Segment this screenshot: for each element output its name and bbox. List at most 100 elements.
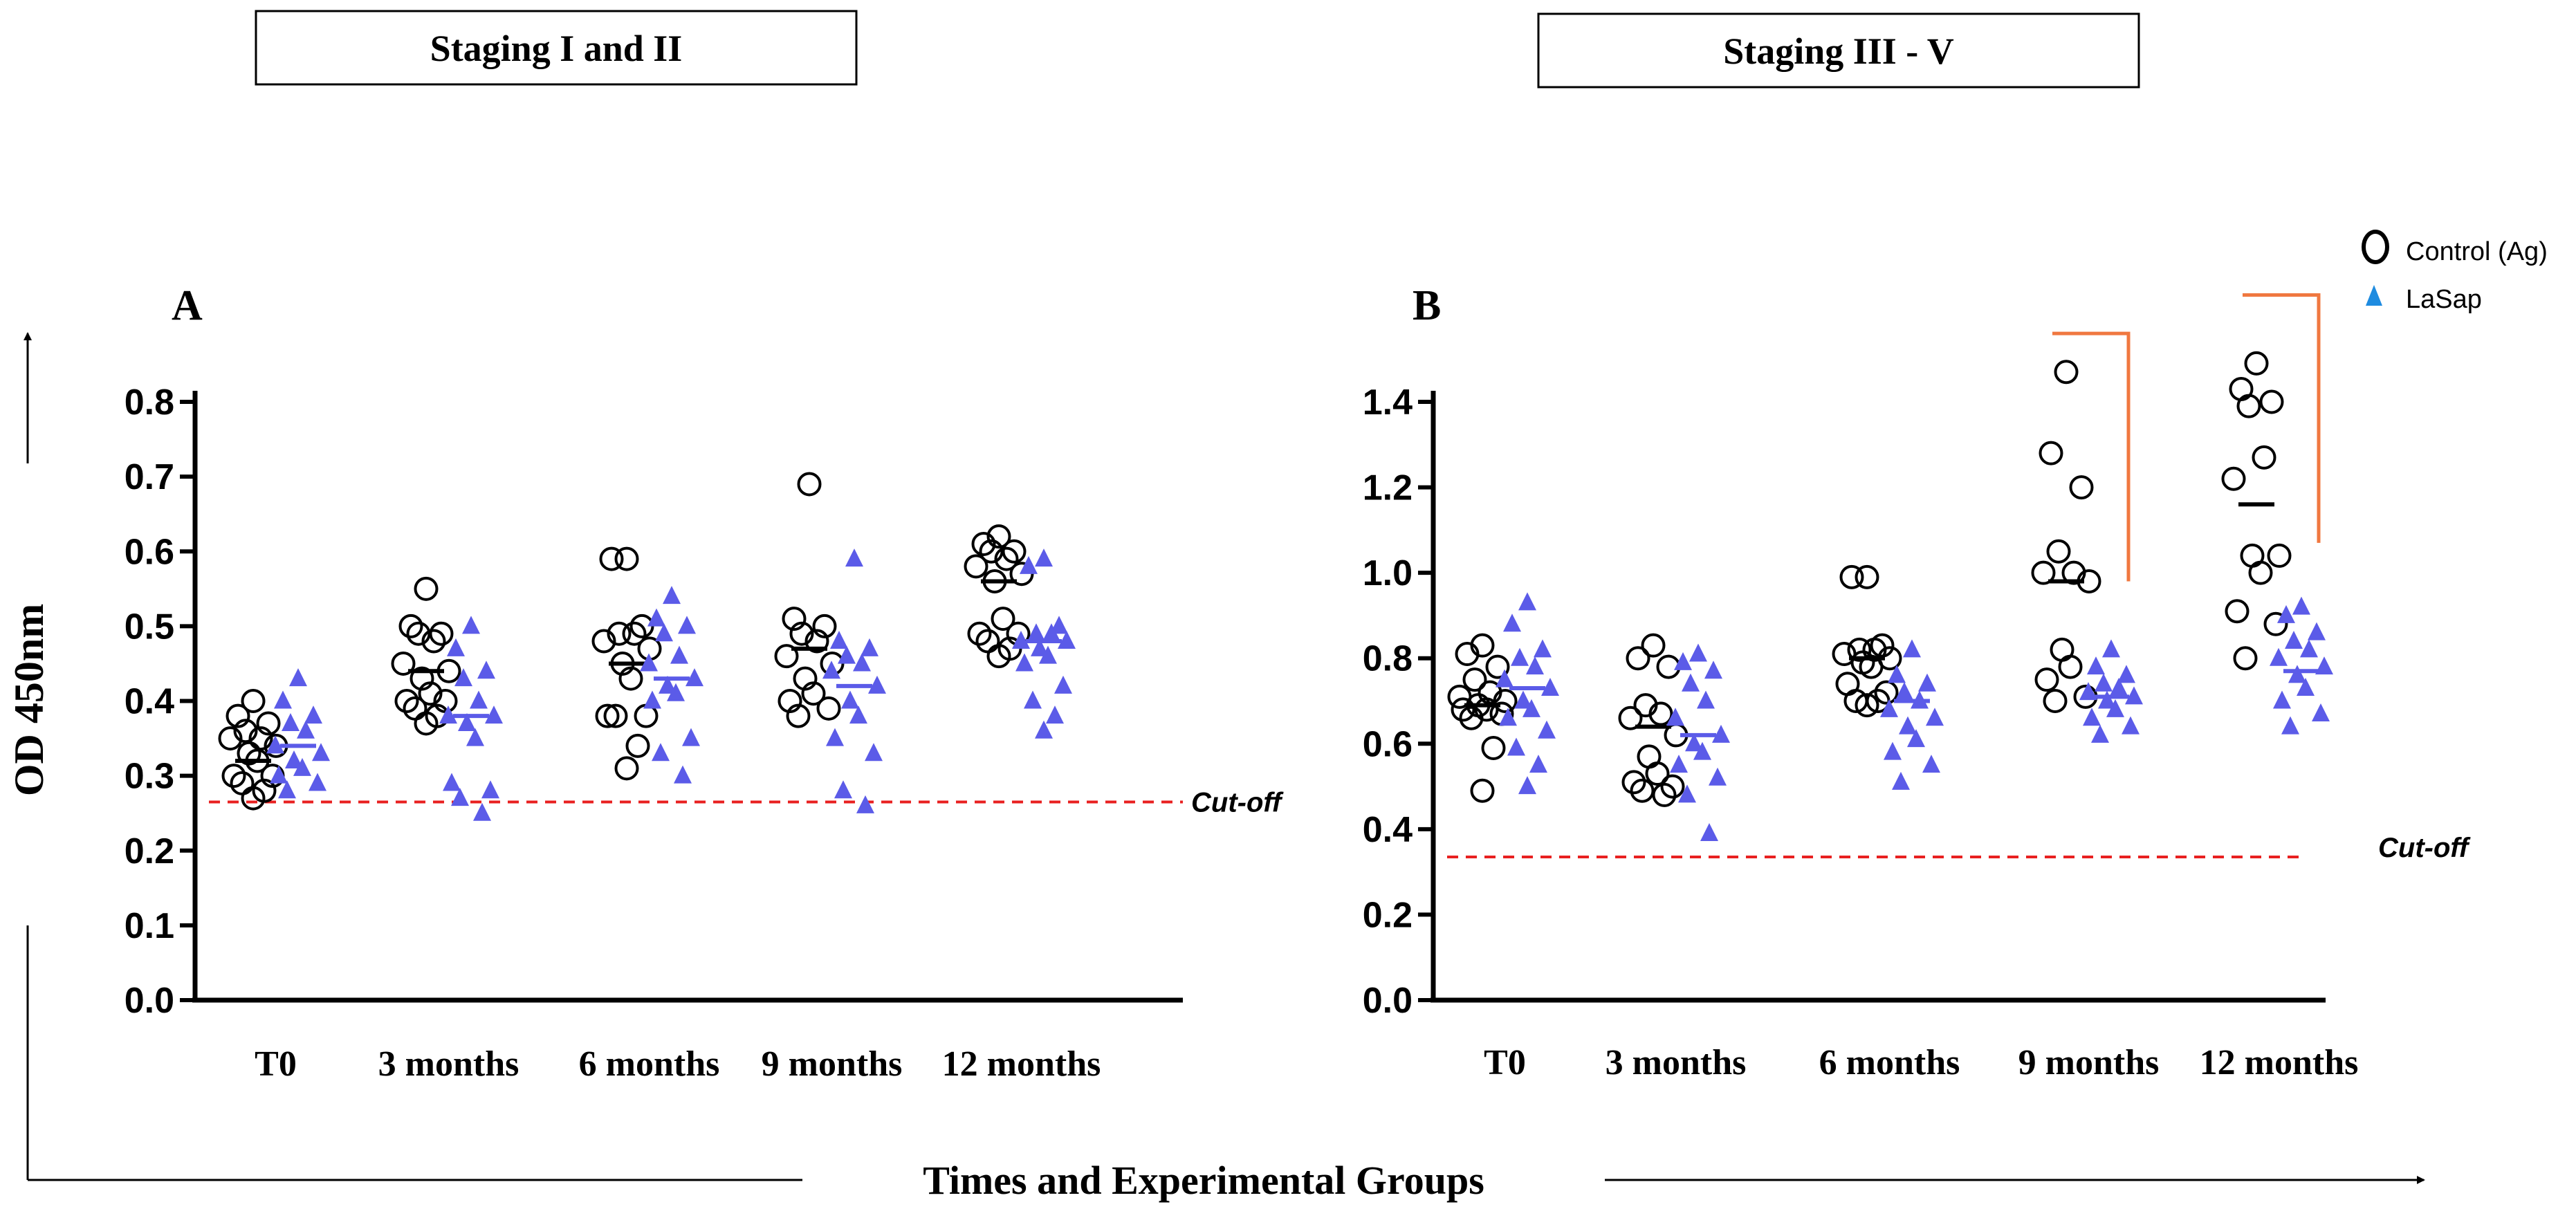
- lasap-point: [826, 728, 844, 746]
- lasap-point: [2312, 703, 2330, 722]
- control-point: [1485, 654, 1510, 679]
- lasap-point: [470, 690, 488, 709]
- lasap-point: [2087, 656, 2105, 675]
- lasap-point: [2095, 673, 2113, 692]
- lasap-point: [473, 802, 491, 821]
- control-point: [256, 711, 281, 736]
- lasap-point: [1534, 639, 1552, 658]
- panel-a-category-label: T0: [255, 1044, 297, 1084]
- panel-b-plot: 0.0 0.2 0.4 0.6 0.8 1.0 1.2 1.4 T0 3 months 6 mont…: [1363, 293, 2471, 1082]
- control-point: [1641, 633, 1666, 658]
- panel-b-letter: B: [1413, 282, 1441, 329]
- lasap-point: [2297, 677, 2315, 696]
- lasap-point: [1899, 716, 1917, 735]
- control-point: [418, 681, 443, 706]
- control-point: [804, 629, 829, 654]
- lasap-point: [1880, 699, 1898, 717]
- lasap-point: [1035, 548, 1053, 567]
- control-point: [971, 531, 996, 556]
- lasap-point: [1689, 643, 1707, 662]
- lasap-point: [670, 645, 688, 664]
- lasap-point: [822, 661, 840, 679]
- lasap-point: [1518, 592, 1536, 611]
- lasap-point: [1511, 647, 1529, 666]
- control-point: [391, 651, 416, 676]
- lasap-point: [477, 661, 495, 679]
- panel-a-category-label: 6 months: [579, 1044, 720, 1084]
- control-point: [1621, 770, 1646, 795]
- lasap-point: [485, 705, 503, 724]
- lasap-point: [2125, 686, 2143, 705]
- control-point: [816, 696, 841, 721]
- lasap-point: [853, 653, 871, 672]
- lasap-point: [655, 623, 673, 642]
- control-point: [801, 681, 826, 706]
- lasap-point: [309, 773, 326, 791]
- control-point: [414, 711, 439, 736]
- lasap-point: [2110, 677, 2128, 696]
- panel-b-category-label: 3 months: [1606, 1043, 1747, 1082]
- panel-b-title-box: [1537, 12, 2140, 89]
- lasap-point: [1050, 616, 1068, 634]
- lasap-point: [686, 668, 703, 687]
- panel-b-y-tick-label: 0.2: [1363, 895, 1413, 935]
- legend-control-marker: [2362, 230, 2389, 264]
- lasap-point: [266, 735, 284, 754]
- panel-b-y-tick-label: 0.0: [1363, 981, 1413, 1021]
- control-point: [1652, 782, 1677, 807]
- lasap-point: [2285, 631, 2303, 649]
- lasap-point: [2273, 690, 2291, 709]
- control-point: [2233, 646, 2258, 671]
- control-point: [1847, 637, 1872, 662]
- panel-a-y-tick-label: 0.6: [125, 532, 174, 572]
- lasap-point: [2292, 596, 2310, 615]
- panel-a-plot: 0.0 0.1 0.2 0.3 0.4 0.5 0.6 0.7 0.8 T0 3 months 6 m…: [125, 382, 1284, 1084]
- control-point: [1455, 642, 1480, 667]
- control-point: [607, 621, 632, 646]
- control-point: [1839, 564, 1864, 589]
- x-axis-label: Times and Experimental Groups: [923, 1158, 1484, 1203]
- lasap-point: [1884, 741, 1902, 760]
- lasap-point: [1035, 720, 1053, 739]
- panel-b-significance-bracket: [2052, 331, 2131, 582]
- control-point: [410, 666, 434, 691]
- control-point: [1630, 778, 1655, 803]
- lasap-point: [1058, 631, 1076, 649]
- lasap-point: [652, 743, 670, 762]
- control-point: [1462, 667, 1487, 692]
- control-point: [2263, 611, 2288, 636]
- lasap-point: [1039, 645, 1057, 664]
- control-point: [2039, 441, 2063, 465]
- lasap-point: [2106, 699, 2124, 717]
- panel-b-category-label: 9 months: [2018, 1043, 2160, 1082]
- control-point: [2221, 466, 2246, 491]
- lasap-point: [2122, 716, 2140, 735]
- panel-b-significance-bracket: [2243, 293, 2321, 543]
- control-point: [1470, 778, 1495, 803]
- panel-a-letter: A: [172, 282, 203, 329]
- lasap-point: [1518, 776, 1536, 795]
- control-point: [1618, 705, 1643, 730]
- lasap-point: [1670, 755, 1688, 773]
- control-point: [994, 546, 1019, 571]
- lasap-point: [678, 616, 696, 634]
- control-point: [789, 621, 814, 646]
- lasap-point: [1054, 675, 1072, 694]
- panel-a-y-tick-label: 0.8: [125, 382, 174, 423]
- lasap-point: [1526, 656, 1544, 675]
- control-point: [1859, 654, 1884, 679]
- control-point: [406, 621, 431, 646]
- control-point: [2054, 360, 2079, 385]
- panel-b-y-tick-label: 0.4: [1363, 810, 1413, 850]
- control-point: [2225, 599, 2250, 624]
- control-point: [398, 613, 423, 638]
- lasap-point: [1027, 623, 1045, 642]
- lasap-point: [289, 668, 307, 687]
- lasap-point: [834, 780, 852, 799]
- lasap-point: [1541, 677, 1559, 696]
- lasap-point: [1685, 733, 1703, 752]
- panel-a-y-tick-label: 0.2: [125, 831, 174, 871]
- control-point: [2046, 539, 2071, 564]
- lasap-point: [1892, 771, 1910, 790]
